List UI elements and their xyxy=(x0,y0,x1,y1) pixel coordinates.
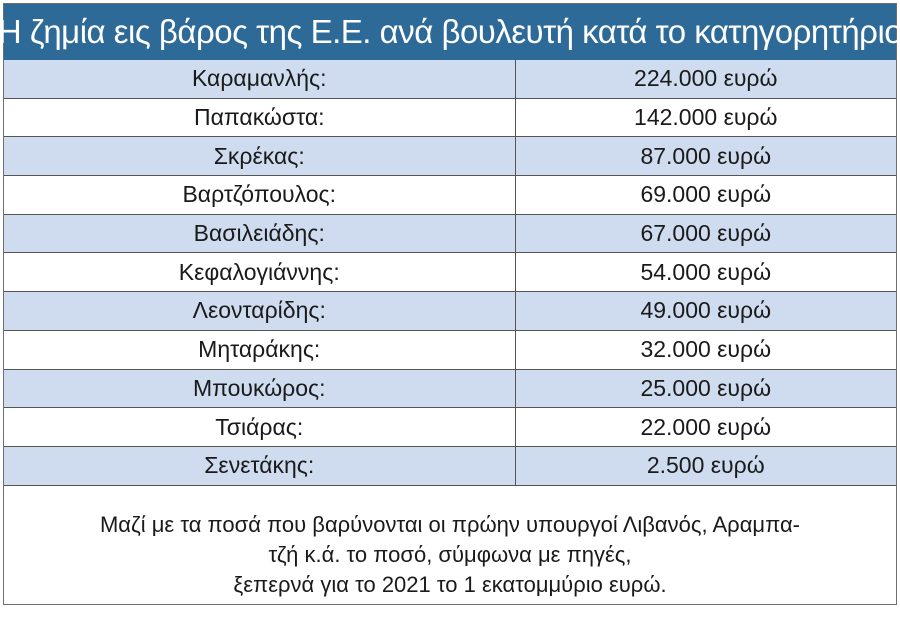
table-title: Η ζημία εις βάρος της Ε.Ε. ανά βουλευτή … xyxy=(0,4,900,60)
loss-table: Καραμανλής: 224.000 ευρώ Παπακώστα: 142.… xyxy=(4,60,896,486)
amount-cell: 49.000 ευρώ xyxy=(514,291,896,331)
table-row: Καραμανλής: 224.000 ευρώ xyxy=(4,60,896,99)
amount-cell: 142.000 ευρώ xyxy=(514,97,896,138)
amount-cell: 25.000 ευρώ xyxy=(514,368,896,409)
table-row: Σενετάκης: 2.500 ευρώ xyxy=(4,445,896,486)
amount-cell: 2.500 ευρώ xyxy=(514,445,896,486)
mp-name-cell: Βασιλειάδης: xyxy=(4,213,516,254)
footer-note: Μαζί με τα ποσά που βαρύνονται οι πρώην … xyxy=(4,506,896,604)
table-row: Παπακώστα: 142.000 ευρώ xyxy=(4,97,896,138)
mp-name-cell: Βαρτζόπουλος: xyxy=(4,175,516,215)
table-row: Μπουκώρος: 25.000 ευρώ xyxy=(4,368,896,409)
amount-cell: 67.000 ευρώ xyxy=(514,213,896,254)
mp-name-cell: Μπουκώρος: xyxy=(4,368,516,409)
table-row: Μηταράκης: 32.000 ευρώ xyxy=(4,329,896,370)
table-row: Βαρτζόπουλος: 69.000 ευρώ xyxy=(4,175,896,215)
mp-name-cell: Τσιάρας: xyxy=(4,407,516,447)
mp-name-cell: Καραμανλής: xyxy=(4,60,516,99)
footer-note-line-2: τζή κ.ά. το ποσό, σύμφωνα με πηγές, xyxy=(268,542,632,567)
mp-name-cell: Λεονταρίδης: xyxy=(4,291,516,331)
amount-cell: 32.000 ευρώ xyxy=(514,329,896,370)
table-row: Τσιάρας: 22.000 ευρώ xyxy=(4,407,896,447)
amount-cell: 69.000 ευρώ xyxy=(514,175,896,215)
table-row: Κεφαλογιάννης: 54.000 ευρώ xyxy=(4,252,896,293)
amount-cell: 54.000 ευρώ xyxy=(514,252,896,293)
mp-name-cell: Σκρέκας: xyxy=(4,136,516,177)
table-row: Λεονταρίδης: 49.000 ευρώ xyxy=(4,291,896,331)
table-row: Βασιλειάδης: 67.000 ευρώ xyxy=(4,213,896,254)
amount-cell: 87.000 ευρώ xyxy=(514,136,896,177)
footer-note-line-1: Μαζί με τα ποσά που βαρύνονται οι πρώην … xyxy=(99,512,800,537)
mp-name-cell: Σενετάκης: xyxy=(4,445,516,486)
amount-cell: 224.000 ευρώ xyxy=(514,60,896,99)
mp-name-cell: Κεφαλογιάννης: xyxy=(4,252,516,293)
mp-name-cell: Παπακώστα: xyxy=(4,97,516,138)
footer-note-line-3: ξεπερνά για το 2021 το 1 εκατομμύριο ευρ… xyxy=(233,572,667,597)
infographic-frame: Η ζημία εις βάρος της Ε.Ε. ανά βουλευτή … xyxy=(0,3,900,605)
amount-cell: 22.000 ευρώ xyxy=(514,407,896,447)
table-row: Σκρέκας: 87.000 ευρώ xyxy=(4,136,896,177)
mp-name-cell: Μηταράκης: xyxy=(4,329,516,370)
